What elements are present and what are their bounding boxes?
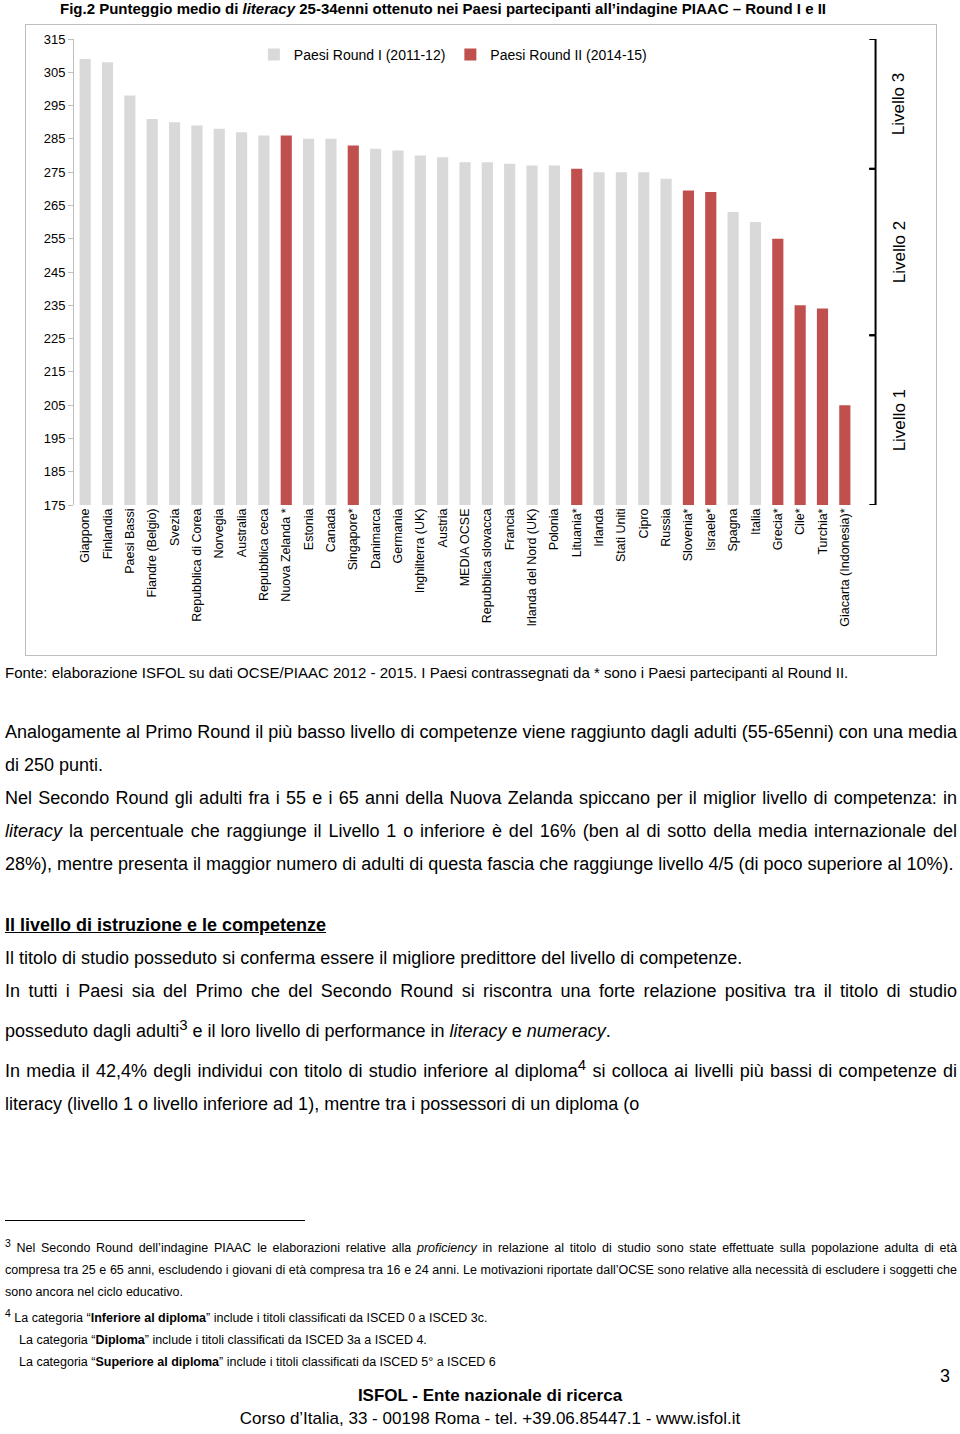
svg-text:Paesi Bassi: Paesi Bassi (123, 509, 137, 574)
svg-text:255: 255 (44, 231, 66, 246)
svg-text:Stati Uniti: Stati Uniti (614, 509, 628, 563)
svg-text:Australia: Australia (235, 508, 249, 557)
svg-text:Italia: Italia (749, 508, 763, 534)
svg-text:Irlanda del Nord (UK): Irlanda del Nord (UK) (525, 509, 539, 627)
svg-text:Giacarta (Indonesia)*: Giacarta (Indonesia)* (838, 508, 852, 626)
svg-text:Grecia*: Grecia* (771, 508, 785, 550)
svg-text:Austria: Austria (436, 508, 450, 547)
svg-text:Nuova Zelanda *: Nuova Zelanda * (279, 508, 293, 601)
html-text:4La categoria “ Inferiore al d: 4La categoria “ Inferiore al diploma ” i… (5, 1308, 488, 1326)
svg-text:Polonia: Polonia (547, 508, 561, 550)
svg-text:Paesi Round I (2011-12): Paesi Round I (2011-12) (294, 47, 446, 63)
svg-text:Livello 1: Livello 1 (890, 389, 909, 451)
svg-text:265: 265 (44, 198, 66, 213)
html-text:ISFOL - Ente nazionale di rice: ISFOL - Ente nazionale di ricerca (357, 1386, 623, 1405)
html-text:literacy la percentuale che ra: literacy la percentuale che raggiunge il… (5, 821, 957, 874)
svg-text:Canada: Canada (324, 508, 338, 552)
svg-text:Giappone: Giappone (78, 508, 92, 562)
html-text:In media il 42,4% degli indivi: In media il 42,4% degli individui con ti… (5, 1056, 957, 1114)
svg-text:185: 185 (44, 464, 66, 479)
html-text:La categoria “ Superiore al di: La categoria “ Superiore al diploma ” in… (19, 1355, 496, 1370)
html-text:Corso d’Italia, 33 - 00198 Rom: Corso d’Italia, 33 - 00198 Roma - tel. +… (239, 1409, 741, 1428)
svg-text:285: 285 (44, 131, 66, 146)
svg-text:275: 275 (44, 165, 66, 180)
svg-text:Singapore*: Singapore* (346, 508, 360, 570)
html-text:3Nel Secondo Round dell’indagi: 3Nel Secondo Round dell’indagine PIAAC l… (5, 1238, 957, 1300)
svg-text:Repubblica di Corea: Repubblica di Corea (190, 508, 204, 621)
svg-text:215: 215 (44, 364, 66, 379)
svg-text:Inghilterra (UK): Inghilterra (UK) (413, 509, 427, 594)
svg-text:315: 315 (44, 32, 66, 47)
html-text:Fonte: elaborazione ISFOL su d: Fonte: elaborazione ISFOL su dati OCSE/P… (5, 664, 849, 681)
svg-text:295: 295 (44, 98, 66, 113)
svg-text:Danimarca: Danimarca (369, 508, 383, 568)
svg-text:Cipro: Cipro (637, 508, 651, 538)
svg-text:195: 195 (44, 431, 66, 446)
html-text:Il titolo di studio posseduto: Il titolo di studio posseduto si conferm… (5, 948, 743, 968)
svg-text:Germania: Germania (391, 508, 405, 563)
html-text:In tutti i Paesi sia del Primo: In tutti i Paesi sia del Primo che del S… (5, 981, 957, 1041)
svg-text:175: 175 (44, 498, 66, 513)
svg-text:305: 305 (44, 65, 66, 80)
svg-text:Cile*: Cile* (793, 508, 807, 535)
html-text:Fig.2 Punteggio medio di liter: Fig.2 Punteggio medio di literacy 25-34e… (60, 0, 826, 17)
svg-text:Paesi Round II (2014-15): Paesi Round II (2014-15) (490, 47, 646, 63)
svg-text:Russia: Russia (659, 508, 673, 546)
html-text:3: 3 (940, 1366, 950, 1386)
svg-text:Repubblica slovacca: Repubblica slovacca (480, 508, 494, 623)
html-text:Il livello di istruzione e le: Il livello di istruzione e le competenze (5, 915, 327, 935)
html-text:Nel Secondo Round gli adulti f: Nel Secondo Round gli adulti fra i 55 e … (5, 788, 957, 808)
svg-text:Turchia*: Turchia* (816, 508, 830, 554)
svg-text:Israele*: Israele* (704, 508, 718, 551)
svg-text:205: 205 (44, 398, 66, 413)
svg-text:Slovenia*: Slovenia* (681, 508, 695, 561)
svg-text:Spagna: Spagna (726, 508, 740, 551)
svg-text:Svezia: Svezia (168, 508, 182, 546)
svg-text:245: 245 (44, 265, 66, 280)
svg-text:MEDIA OCSE: MEDIA OCSE (458, 509, 472, 587)
html-text:La categoria “ Diploma ” inclu: La categoria “ Diploma ” include i titol… (19, 1333, 427, 1348)
svg-text:Finlandia: Finlandia (101, 508, 115, 559)
svg-text:Irlanda: Irlanda (592, 508, 606, 546)
svg-text:Lituania*: Lituania* (570, 508, 584, 557)
svg-text:Francia: Francia (503, 508, 517, 550)
svg-text:Fiandre (Belgio): Fiandre (Belgio) (145, 509, 159, 598)
html-text:Analogamente al Primo Round il: Analogamente al Primo Round il più basso… (5, 722, 957, 775)
svg-text:Livello 2: Livello 2 (890, 221, 909, 283)
svg-text:225: 225 (44, 331, 66, 346)
svg-text:Norvegia: Norvegia (212, 508, 226, 558)
svg-text:235: 235 (44, 298, 66, 313)
svg-text:Repubblica ceca: Repubblica ceca (257, 508, 271, 600)
svg-text:Livello 3: Livello 3 (889, 73, 908, 135)
svg-text:Estonia: Estonia (302, 508, 316, 550)
